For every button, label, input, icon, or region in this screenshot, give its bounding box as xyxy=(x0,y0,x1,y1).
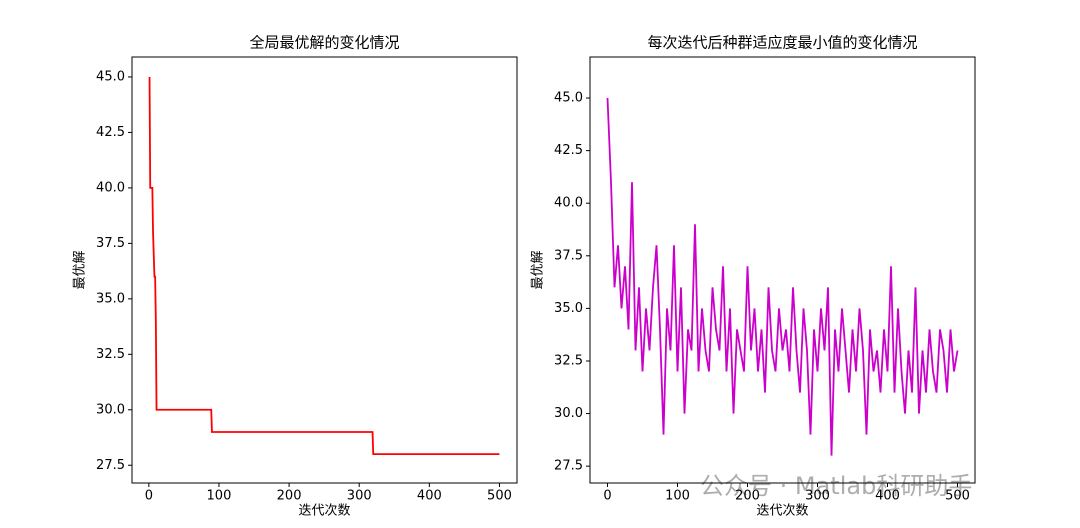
y-tick-label: 45.0 xyxy=(554,91,583,106)
y-axis-label: 最优解 xyxy=(73,250,88,289)
y-axis-label: 最优解 xyxy=(531,250,546,289)
y-tick-label: 37.5 xyxy=(96,236,125,251)
y-tick-label: 27.5 xyxy=(96,458,125,473)
x-tick-label: 300 xyxy=(805,489,830,504)
x-tick-label: 300 xyxy=(347,489,372,504)
y-tick-label: 35.0 xyxy=(96,291,125,306)
x-tick-label: 200 xyxy=(735,489,760,504)
plot-frame xyxy=(131,56,518,484)
y-tick-label: 45.0 xyxy=(96,69,125,84)
data-line xyxy=(606,97,959,456)
y-tick-label: 40.0 xyxy=(96,180,125,195)
x-tick-label: 0 xyxy=(603,489,611,504)
y-tick-label: 42.5 xyxy=(554,143,583,158)
y-tick-label: 35.0 xyxy=(554,301,583,316)
x-tick-label: 100 xyxy=(665,489,690,504)
x-tick-label: 400 xyxy=(417,489,442,504)
data-line xyxy=(148,76,500,456)
x-axis-label: 迭代次数 xyxy=(756,503,808,519)
x-tick-label: 0 xyxy=(145,489,153,504)
watermark: 公众号 · Matlab科研助手 xyxy=(700,472,972,500)
chart-title: 全局最优解的变化情况 xyxy=(249,34,399,52)
y-tick-label: 27.5 xyxy=(554,459,583,474)
y-tick-label: 30.0 xyxy=(96,402,125,417)
x-tick-label: 500 xyxy=(487,489,512,504)
plot-frame xyxy=(589,56,976,484)
x-tick-label: 200 xyxy=(277,489,302,504)
y-tick-label: 32.5 xyxy=(96,347,125,362)
chart-title: 每次迭代后种群适应度最小值的变化情况 xyxy=(647,34,917,52)
y-tick-label: 40.0 xyxy=(554,196,583,211)
y-tick-label: 42.5 xyxy=(96,125,125,140)
y-tick-label: 30.0 xyxy=(554,406,583,421)
x-tick-label: 500 xyxy=(945,489,970,504)
y-tick-label: 37.5 xyxy=(554,248,583,263)
y-tick-label: 32.5 xyxy=(554,353,583,368)
x-axis-label: 迭代次数 xyxy=(298,503,350,519)
x-tick-label: 400 xyxy=(875,489,900,504)
x-tick-label: 100 xyxy=(207,489,232,504)
